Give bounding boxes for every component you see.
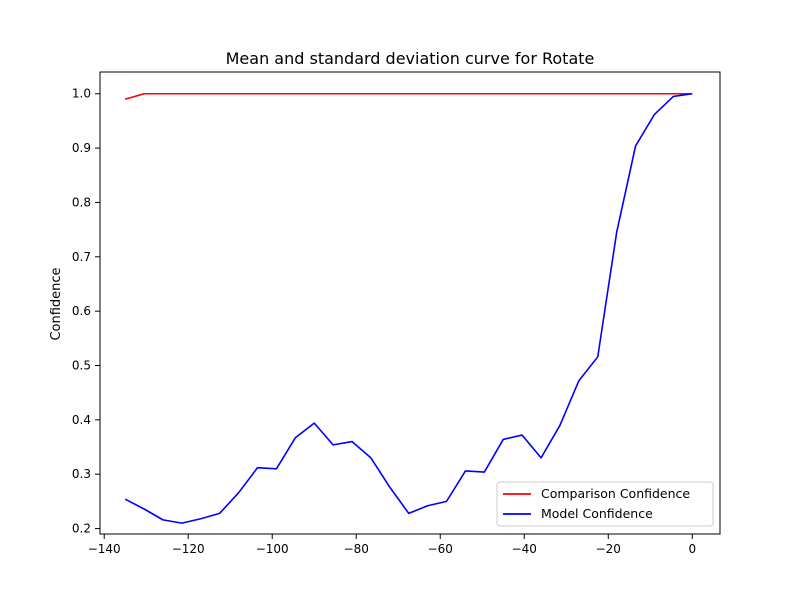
y-axis-label: Confidence — [49, 267, 64, 340]
series-layer — [124, 92, 693, 524]
x-tick-label: −100 — [256, 542, 289, 556]
x-tick-label: −120 — [172, 542, 205, 556]
y-tick-label: 0.8 — [72, 195, 91, 209]
series-line — [124, 92, 693, 524]
y-tick-label: 0.6 — [72, 304, 91, 318]
x-tick-label: −140 — [88, 542, 121, 556]
x-tick-label: −20 — [596, 542, 621, 556]
x-tick-label: −40 — [512, 542, 537, 556]
legend: Comparison Confidence Model Confidence — [496, 481, 714, 527]
chart-title: Mean and standard deviation curve for Ro… — [226, 49, 595, 68]
series-comparison-confidence — [124, 92, 693, 100]
y-tick-label: 1.0 — [72, 87, 91, 101]
y-tick-label: 0.7 — [72, 250, 91, 264]
axes-frame — [99, 71, 721, 535]
x-tick-label: −80 — [344, 542, 369, 556]
y-tick-label: 0.3 — [72, 467, 91, 481]
legend-label: Comparison Confidence — [541, 486, 690, 501]
y-tick-label: 0.9 — [72, 141, 91, 155]
y-tick-label: 0.4 — [72, 413, 91, 427]
x-tick-label: 0 — [688, 542, 696, 556]
x-tick-label: −60 — [428, 542, 453, 556]
series-model-confidence — [124, 92, 693, 524]
legend-label: Model Confidence — [541, 506, 653, 521]
series-line — [124, 92, 693, 100]
legend-box — [496, 481, 714, 527]
y-tick-label: 0.2 — [72, 522, 91, 536]
y-tick-label: 0.5 — [72, 359, 91, 373]
axes-layer: −140 −120 −100 −80 −60 −40 −20 0 0.2 0.3 0.4 0.5 0.6… — [72, 71, 721, 556]
